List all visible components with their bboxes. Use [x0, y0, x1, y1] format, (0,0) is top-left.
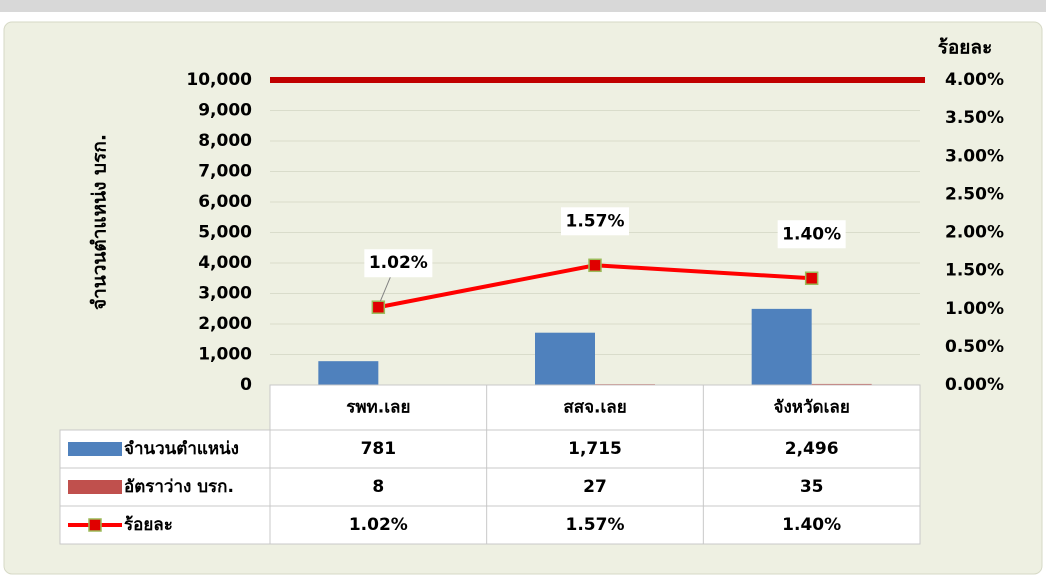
y2-tick-label: 1.00% — [945, 299, 1004, 319]
table-value: 1,715 — [568, 439, 622, 459]
legend-swatch — [68, 480, 122, 494]
y-tick-label: 8,000 — [198, 131, 252, 151]
x-tick-label: จังหวัดเลย — [774, 398, 850, 418]
line-marker — [588, 258, 602, 273]
bar — [811, 383, 872, 385]
y2-tick-label: 2.00% — [945, 223, 1004, 243]
leader-line — [379, 277, 391, 302]
y-tick-label: 5,000 — [198, 223, 252, 243]
data-label-box — [364, 249, 433, 278]
data-label: 1.02% — [369, 253, 428, 273]
table-value: 1.40% — [782, 515, 841, 535]
y-tick-label: 6,000 — [198, 192, 252, 212]
legend-label: อัตราว่าง บรก. — [124, 477, 234, 497]
data-label-box — [561, 207, 629, 236]
data-label: 1.40% — [782, 224, 841, 244]
x-tick-label: สสจ.เลย — [563, 398, 626, 418]
y-tick-label: 1,000 — [198, 345, 252, 365]
table-bg — [270, 385, 920, 430]
legend-label: จำนวนตำแหน่ง — [124, 439, 239, 459]
data-label-box — [777, 220, 846, 249]
y-tick-label: 3,000 — [198, 284, 252, 304]
table-value: 1.02% — [349, 515, 408, 535]
x-tick-label: รพท.เลย — [346, 398, 410, 418]
legend-swatch — [88, 518, 102, 532]
line-marker — [371, 300, 386, 314]
legend-swatch — [68, 442, 122, 456]
y2-tick-label: 4.00% — [945, 70, 1004, 90]
bar — [535, 332, 595, 385]
y2-tick-label: 3.50% — [945, 108, 1004, 128]
table-border — [59, 429, 921, 545]
table-bg — [60, 430, 920, 544]
bar — [751, 308, 812, 385]
y-tick-label: 7,000 — [198, 162, 252, 182]
y-tick-label: 4,000 — [198, 253, 252, 273]
line-marker — [804, 271, 819, 285]
y2-tick-label: 2.50% — [945, 184, 1004, 204]
y-tick-label: 9,000 — [198, 101, 252, 121]
y-tick-label: 10,000 — [186, 70, 252, 90]
bar — [318, 361, 379, 385]
table-value: 1.57% — [566, 515, 625, 535]
y-tick-label: 2,000 — [198, 314, 252, 334]
table-value: 2,496 — [785, 439, 839, 459]
data-label: 1.57% — [566, 211, 625, 231]
legend-label: ร้อยละ — [124, 515, 173, 535]
header-strip — [0, 0, 1046, 12]
y2-tick-label: 0.50% — [945, 337, 1004, 357]
table-value: 27 — [583, 477, 607, 497]
y-tick-label: 0 — [240, 375, 252, 395]
y2-tick-label: 1.50% — [945, 261, 1004, 281]
table-value: 781 — [361, 439, 397, 459]
y2-tick-label: 0.00% — [945, 375, 1004, 395]
y-axis-label: จำนวนตำแหน่ง บรก. — [89, 134, 111, 310]
table-value: 8 — [372, 477, 384, 497]
table-value: 35 — [800, 477, 824, 497]
y2-tick-label: 3.00% — [945, 146, 1004, 166]
y2-axis-label: ร้อยละ — [938, 37, 993, 59]
